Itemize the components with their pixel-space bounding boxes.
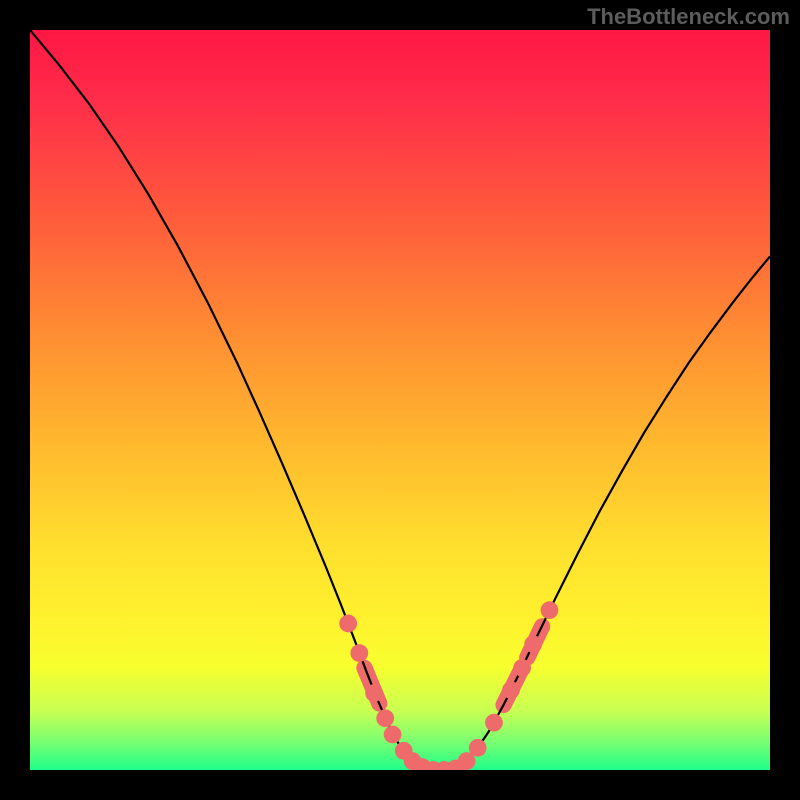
chart-container: TheBottleneck.com [0, 0, 800, 800]
curve-layer [30, 30, 770, 770]
marker-point [524, 635, 542, 653]
marker-point [513, 659, 531, 677]
marker-point [485, 714, 503, 732]
marker-point [350, 644, 368, 662]
marker-point [376, 709, 394, 727]
watermark-text: TheBottleneck.com [587, 4, 790, 30]
marker-point [339, 615, 357, 633]
marker-point [365, 684, 383, 702]
markers [339, 601, 558, 770]
marker-point [469, 739, 487, 757]
marker-point [541, 601, 559, 619]
plot-area [30, 30, 770, 770]
bottleneck-curve [30, 30, 770, 770]
marker-point [384, 726, 402, 744]
marker-point [502, 681, 520, 699]
